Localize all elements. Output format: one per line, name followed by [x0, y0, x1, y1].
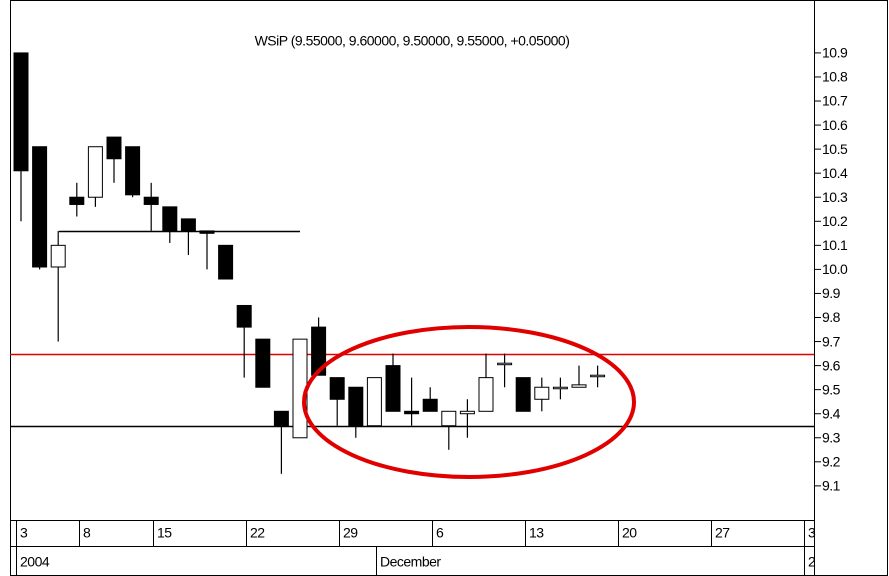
y-tick-label: 9.6 [822, 357, 841, 373]
highlight-ellipse [302, 325, 636, 479]
candle-body [236, 304, 252, 328]
y-tick-label: 10.4 [822, 165, 848, 181]
y-tick-label: 9.5 [822, 381, 841, 397]
x-tick-label: 29 [343, 525, 358, 541]
candle-body [348, 386, 364, 427]
y-tick-label: 9.1 [822, 478, 841, 494]
candle-body [478, 377, 494, 412]
candle-body [571, 384, 587, 388]
y-tick-label: 9.9 [822, 285, 841, 301]
candle-body [143, 196, 159, 205]
x-tick-label: 8 [83, 525, 91, 541]
y-tick-label: 10.6 [822, 117, 848, 133]
candle-body [273, 410, 289, 427]
candle-body [199, 230, 215, 234]
candle-body [404, 410, 420, 415]
x-tick-label: December [380, 554, 441, 570]
candle-body [180, 218, 196, 232]
candle-body [125, 146, 141, 196]
x-tick-label: 20 [622, 525, 637, 541]
x-tick-label: 6 [436, 525, 444, 541]
candle-body [162, 206, 178, 232]
chart-title: WSiP (9.55000, 9.60000, 9.50000, 9.55000… [255, 33, 570, 49]
y-tick-label: 10.3 [822, 189, 848, 205]
candle-body [459, 410, 475, 415]
x-tick-label: 2 [808, 554, 816, 570]
y-tick-label: 9.3 [822, 429, 841, 445]
y-tick-label: 10.8 [822, 69, 848, 85]
candle-body [329, 377, 345, 400]
candle-body [385, 365, 401, 412]
y-tick-label: 10.0 [822, 261, 848, 277]
y-tick-label: 10.7 [822, 93, 848, 109]
candle-body [366, 377, 382, 427]
frame [10, 0, 888, 576]
candle-body [422, 398, 438, 412]
candle-body [590, 374, 606, 378]
candle-body [218, 244, 234, 280]
candle-body [515, 377, 531, 412]
candle-body [50, 244, 66, 268]
candle-body [534, 386, 550, 400]
y-tick-label: 9.2 [822, 454, 841, 470]
y-tick-label: 9.8 [822, 309, 841, 325]
x-tick-label: 22 [250, 525, 265, 541]
x-tick-label: 3 [20, 525, 28, 541]
candle-body [311, 326, 327, 376]
candle-body [87, 146, 103, 198]
x-tick-label: 3 [808, 525, 816, 541]
y-tick-label: 10.5 [822, 141, 848, 157]
x-tick-label: 13 [529, 525, 544, 541]
candle-body [441, 410, 457, 427]
x-tick-label: 15 [157, 525, 172, 541]
candle-body [106, 136, 122, 160]
candle-body [497, 362, 513, 366]
y-tick-label: 9.4 [822, 405, 841, 421]
y-tick-label: 10.2 [822, 213, 848, 229]
candle-body [13, 52, 29, 172]
y-tick-label: 10.9 [822, 45, 848, 61]
candle-body [552, 386, 568, 390]
candle-body [255, 338, 271, 388]
x-tick-label: 27 [715, 525, 730, 541]
y-tick-label: 10.1 [822, 237, 848, 253]
candle-body [69, 196, 85, 205]
candle-body [32, 146, 48, 268]
x-tick-label: 2004 [20, 554, 50, 570]
y-tick-label: 9.7 [822, 333, 841, 349]
